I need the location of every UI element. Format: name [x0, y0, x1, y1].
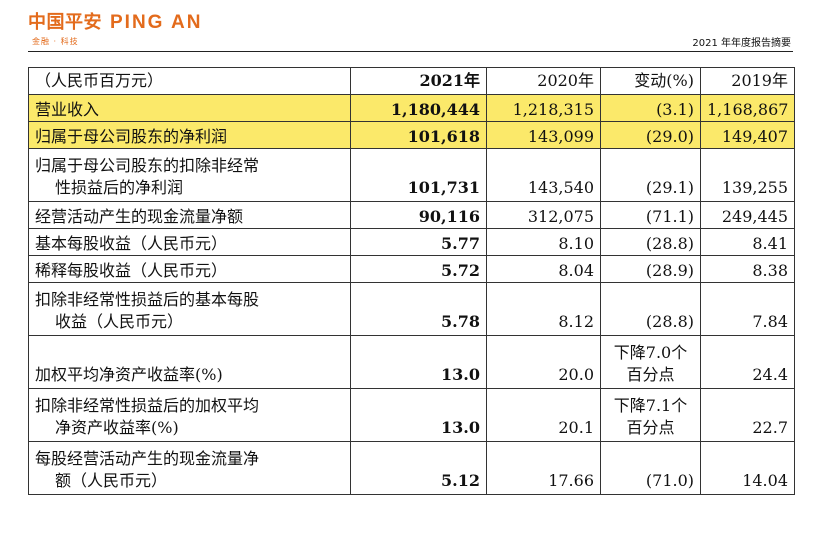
- row-label: 加权平均净资产收益率(%): [28, 335, 351, 389]
- cell-2019: 14.04: [700, 441, 795, 495]
- cell-change: 下降7.1个 百分点: [600, 388, 701, 442]
- cell-2021: 5.12: [350, 441, 487, 495]
- cell-2020: 312,075: [486, 201, 601, 229]
- header-divider: [28, 51, 793, 52]
- cell-2019: 7.84: [700, 282, 795, 336]
- cell-2021: 5.77: [350, 228, 487, 256]
- header-change: 变动(%): [600, 67, 701, 95]
- cell-change: (71.1): [600, 201, 701, 229]
- row-label: 扣除非经常性损益后的基本每股 收益（人民币元）: [28, 282, 351, 336]
- cell-2020: 20.0: [486, 335, 601, 389]
- row-label: 营业收入: [28, 94, 351, 122]
- change-line2: 百分点: [626, 418, 675, 437]
- cell-2020: 1,218,315: [486, 94, 601, 122]
- cell-2019: 139,255: [700, 148, 795, 202]
- row-label: 稀释每股收益（人民币元）: [28, 255, 351, 283]
- header-2020: 2020年: [486, 67, 601, 95]
- logo-tagline: 金融 · 科技: [32, 37, 79, 46]
- logo-chinese-text: 中国平安: [28, 12, 102, 33]
- header-2021: 2021年: [350, 67, 487, 95]
- cell-2021: 5.72: [350, 255, 487, 283]
- cell-change: 下降7.0个 百分点: [600, 335, 701, 389]
- cell-2021: 101,731: [350, 148, 487, 202]
- cell-change: (3.1): [600, 94, 701, 122]
- row-label-line2: 收益（人民币元）: [55, 312, 184, 331]
- table-header-row: （人民币百万元） 2021年 2020年 变动(%) 2019年: [28, 67, 795, 95]
- cell-2019: 24.4: [700, 335, 795, 389]
- cell-2020: 17.66: [486, 441, 601, 495]
- header-2019: 2019年: [700, 67, 795, 95]
- cell-2020: 8.12: [486, 282, 601, 336]
- cell-change: (71.0): [600, 441, 701, 495]
- cell-change: (28.9): [600, 255, 701, 283]
- cell-2021: 101,618: [350, 121, 487, 149]
- cell-2021: 13.0: [350, 335, 487, 389]
- row-label: 经营活动产生的现金流量净额: [28, 201, 351, 229]
- cell-2019: 249,445: [700, 201, 795, 229]
- table-row: 归属于母公司股东的净利润 101,618 143,099 (29.0) 149,…: [28, 121, 795, 149]
- table-row: 每股经营活动产生的现金流量净 额（人民币元） 5.12 17.66 (71.0)…: [28, 441, 795, 495]
- cell-2020: 143,099: [486, 121, 601, 149]
- cell-2020: 8.04: [486, 255, 601, 283]
- row-label: 扣除非经常性损益后的加权平均 净资产收益率(%): [28, 388, 351, 442]
- table-row: 经营活动产生的现金流量净额 90,116 312,075 (71.1) 249,…: [28, 201, 795, 229]
- row-label: 每股经营活动产生的现金流量净 额（人民币元）: [28, 441, 351, 495]
- cell-change: (28.8): [600, 228, 701, 256]
- table-row: 扣除非经常性损益后的基本每股 收益（人民币元） 5.78 8.12 (28.8)…: [28, 282, 795, 336]
- cell-2020: 8.10: [486, 228, 601, 256]
- cell-2019: 8.41: [700, 228, 795, 256]
- table-row: 归属于母公司股东的扣除非经常 性损益后的净利润 101,731 143,540 …: [28, 148, 795, 202]
- logo-english-text: PING AN: [110, 12, 203, 33]
- change-line2: 百分点: [626, 365, 675, 384]
- cell-2021: 13.0: [350, 388, 487, 442]
- table-row: 营业收入 1,180,444 1,218,315 (3.1) 1,168,867: [28, 94, 795, 122]
- report-title: 2021 年年度报告摘要: [692, 38, 791, 49]
- header-unit: （人民币百万元）: [28, 67, 351, 95]
- table-row: 稀释每股收益（人民币元） 5.72 8.04 (28.9) 8.38: [28, 255, 795, 283]
- row-label-line1: 扣除非经常性损益后的基本每股: [35, 290, 260, 309]
- ping-an-logo: 中国平安 PING AN 金融 · 科技: [28, 8, 202, 47]
- row-label-line1: 扣除非经常性损益后的加权平均: [35, 396, 260, 415]
- row-label-line2: 额（人民币元）: [55, 471, 168, 490]
- cell-change: (29.1): [600, 148, 701, 202]
- cell-change: (29.0): [600, 121, 701, 149]
- cell-2021: 5.78: [350, 282, 487, 336]
- table-row: 基本每股收益（人民币元） 5.77 8.10 (28.8) 8.41: [28, 228, 795, 256]
- cell-2019: 8.38: [700, 255, 795, 283]
- cell-2019: 22.7: [700, 388, 795, 442]
- financial-summary-table: （人民币百万元） 2021年 2020年 变动(%) 2019年 营业收入 1,…: [28, 67, 795, 495]
- change-line1: 下降7.1个: [613, 396, 688, 415]
- row-label-line2: 性损益后的净利润: [55, 178, 184, 197]
- cell-2020: 20.1: [486, 388, 601, 442]
- table-row: 扣除非经常性损益后的加权平均 净资产收益率(%) 13.0 20.1 下降7.1…: [28, 388, 795, 442]
- row-label-line1: 归属于母公司股东的扣除非经常: [35, 156, 260, 175]
- cell-change: (28.8): [600, 282, 701, 336]
- cell-2019: 1,168,867: [700, 94, 795, 122]
- cell-2021: 90,116: [350, 201, 487, 229]
- row-label: 归属于母公司股东的净利润: [28, 121, 351, 149]
- row-label: 基本每股收益（人民币元）: [28, 228, 351, 256]
- cell-2021: 1,180,444: [350, 94, 487, 122]
- table-row: 加权平均净资产收益率(%) 13.0 20.0 下降7.0个 百分点 24.4: [28, 335, 795, 389]
- row-label-line1: 每股经营活动产生的现金流量净: [35, 449, 260, 468]
- row-label-line2: 净资产收益率(%): [55, 418, 179, 437]
- row-label: 归属于母公司股东的扣除非经常 性损益后的净利润: [28, 148, 351, 202]
- report-header: 中国平安 PING AN 金融 · 科技 2021 年年度报告摘要: [0, 0, 821, 52]
- change-line1: 下降7.0个: [613, 343, 688, 362]
- cell-2020: 143,540: [486, 148, 601, 202]
- cell-2019: 149,407: [700, 121, 795, 149]
